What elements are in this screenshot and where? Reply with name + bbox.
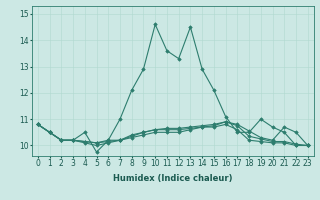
- X-axis label: Humidex (Indice chaleur): Humidex (Indice chaleur): [113, 174, 233, 183]
